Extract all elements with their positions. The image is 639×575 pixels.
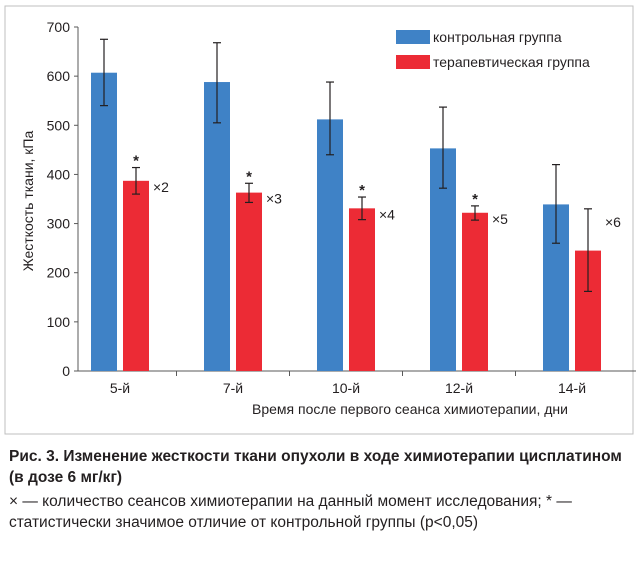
chart-frame (4, 5, 634, 435)
session-count-label: ×5 (492, 211, 508, 227)
x-tick-label: 10-й (332, 380, 360, 396)
bars (91, 38, 601, 372)
y-tick-label: 300 (47, 216, 71, 232)
session-count-label: ×3 (266, 191, 282, 207)
y-tick-label: 100 (47, 314, 71, 330)
y-tick-label: 500 (47, 117, 71, 133)
axes: 0 100 200 300 400 500 600 700 Жесткость ткани, к… (20, 19, 636, 417)
y-tick-label: 700 (47, 19, 71, 35)
legend-swatch (396, 30, 430, 44)
significance-mark: * (133, 153, 139, 170)
significance-mark: * (246, 168, 252, 185)
legend-swatch (396, 55, 430, 69)
caption-note: × — количество сеансов химиотерапии на д… (9, 493, 572, 531)
session-count-label: ×6 (605, 214, 621, 230)
bar (91, 72, 117, 372)
legend-label: терапевтическая группа (433, 54, 590, 70)
labels: * ×2 * ×3 * ×4 * ×5 ×6 (133, 153, 621, 230)
bar (462, 212, 488, 371)
y-tick-label: 200 (47, 265, 71, 281)
x-tick-label: 5-й (110, 380, 130, 396)
x-tick-label: 7-й (223, 380, 243, 396)
significance-mark: * (472, 191, 478, 208)
bar (349, 208, 375, 371)
bar (204, 82, 230, 371)
legend-label: контрольная группа (433, 29, 562, 45)
significance-mark: * (359, 182, 365, 199)
figure-caption: Рис. 3. Изменение жесткости ткани опухол… (9, 446, 633, 533)
x-axis-label: Время после первого сеанса химиотерапии,… (252, 401, 568, 417)
y-tick-label: 0 (62, 363, 70, 379)
legend: контрольная группа терапевтическая группа (396, 29, 590, 70)
y-tick-label: 600 (47, 68, 71, 84)
caption-title: Рис. 3. Изменение жесткости ткани опухол… (9, 448, 622, 486)
bar (123, 180, 149, 371)
session-count-label: ×2 (153, 179, 169, 195)
y-axis-label: Жесткость ткани, кПа (20, 131, 36, 272)
session-count-label: ×4 (379, 206, 395, 222)
y-tick-label: 400 (47, 166, 71, 182)
x-tick-label: 14-й (558, 380, 586, 396)
x-tick-label: 12-й (445, 380, 473, 396)
bar (236, 192, 262, 371)
chart: 0 100 200 300 400 500 600 700 Жесткость ткани, к… (4, 5, 636, 435)
bar (317, 119, 343, 371)
